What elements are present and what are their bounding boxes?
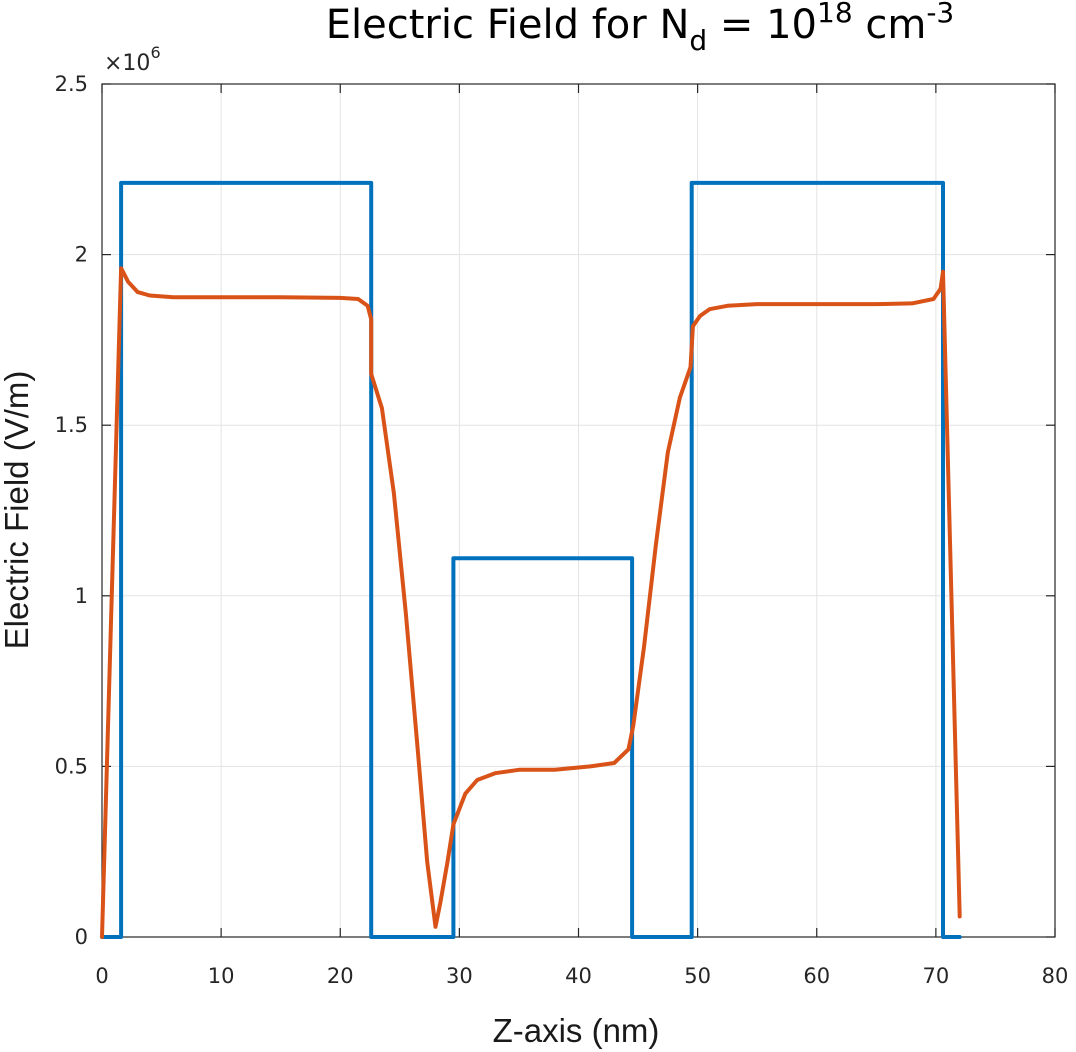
x-tick-label: 50 (684, 964, 711, 988)
y-tick-label: 1 (75, 584, 88, 608)
x-tick-label: 60 (803, 964, 830, 988)
chart-title: Electric Field for Nd = 1018 cm-3 (326, 0, 954, 57)
x-tick-label: 80 (1042, 964, 1069, 988)
y-axis-multiplier: ×106 (104, 43, 161, 76)
y-tick-label: 0.5 (55, 754, 88, 778)
x-axis-label: Z-axis (nm) (493, 1012, 660, 1049)
x-tick-label: 40 (565, 964, 592, 988)
x-tick-label: 10 (208, 964, 235, 988)
y-tick-label: 0 (75, 925, 88, 949)
x-tick-label: 30 (446, 964, 473, 988)
series-line-2 (100, 266, 962, 939)
axis-ticks: 0 10 20 30 40 50 60 70 80 0 0.5 1 1.5 2 2.5 (55, 72, 1069, 988)
x-tick-label: 0 (95, 964, 108, 988)
y-tick-label: 2 (75, 243, 88, 267)
x-tick-label: 70 (923, 964, 950, 988)
y-tick-label: 1.5 (55, 413, 88, 437)
grid (101, 83, 1056, 938)
y-tick-label: 2.5 (55, 72, 88, 96)
series-layer (100, 180, 962, 939)
x-tick-label: 20 (327, 964, 354, 988)
series-line-1 (100, 180, 962, 939)
y-axis-label: Electric Field (V/m) (0, 371, 35, 650)
